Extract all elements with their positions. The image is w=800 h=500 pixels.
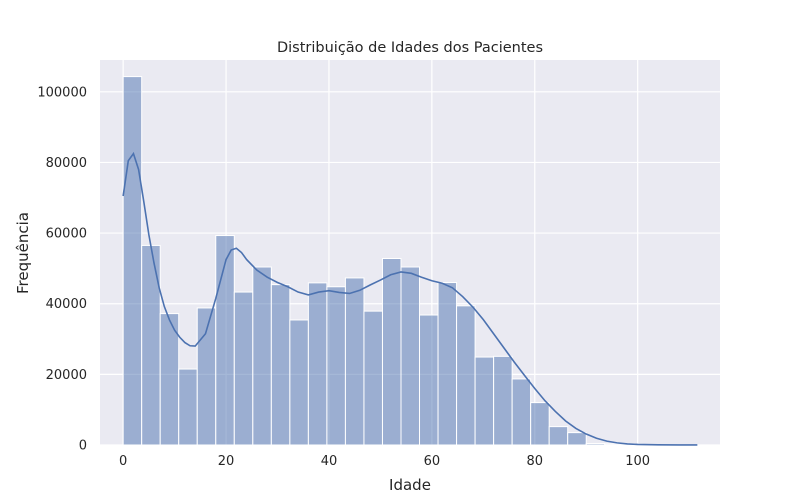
histogram-bar [400, 266, 421, 446]
y-tick-label: 60000 [46, 227, 87, 242]
x-axis-label: Idade [389, 476, 431, 494]
histogram-bar [604, 443, 624, 446]
histogram-bar [474, 356, 495, 446]
chart-title: Distribuição de Idades dos Pacientes [277, 40, 543, 56]
y-tick-label: 80000 [46, 156, 87, 171]
x-tick-label: 0 [119, 454, 127, 469]
histogram-bar [252, 266, 272, 446]
histogram-bars [122, 76, 698, 446]
x-tick-label: 80 [526, 454, 543, 469]
histogram-bar [122, 76, 143, 446]
histogram-bar [511, 378, 532, 446]
histogram-bar [381, 258, 402, 446]
x-axis-ticks: 0 20 40 60 80 100 [119, 454, 650, 469]
histogram-bar [493, 355, 513, 446]
x-tick-label: 60 [424, 454, 441, 469]
histogram-bar [215, 235, 235, 446]
y-tick-label: 20000 [46, 368, 87, 383]
kde-curve [122, 151, 698, 446]
histogram-bar [233, 291, 254, 446]
y-axis-label: Frequência [14, 212, 32, 294]
y-axis-ticks: 0 20000 40000 60000 80000 100000 [37, 85, 87, 453]
histogram-bar [567, 432, 587, 446]
histogram-bar [270, 284, 291, 446]
histogram-bar [419, 314, 439, 446]
histogram-bar [530, 402, 550, 446]
histogram-bar [363, 310, 383, 446]
x-tick-label: 40 [321, 454, 338, 469]
histogram-bar [585, 443, 606, 446]
histogram-bar [456, 305, 476, 446]
histogram-bar [437, 282, 458, 446]
x-tick-label: 20 [218, 454, 235, 469]
y-tick-label: 0 [79, 439, 87, 454]
histogram-bar [344, 277, 365, 446]
x-tick-label: 100 [625, 454, 650, 469]
histogram-bar [289, 319, 309, 446]
histogram-bar [141, 244, 161, 446]
histogram-bar [548, 426, 569, 446]
histogram-bar [178, 368, 198, 446]
y-tick-label: 40000 [46, 297, 87, 312]
histogram-bar [326, 286, 346, 446]
y-tick-label: 100000 [37, 85, 87, 100]
histogram-bar [307, 282, 328, 446]
